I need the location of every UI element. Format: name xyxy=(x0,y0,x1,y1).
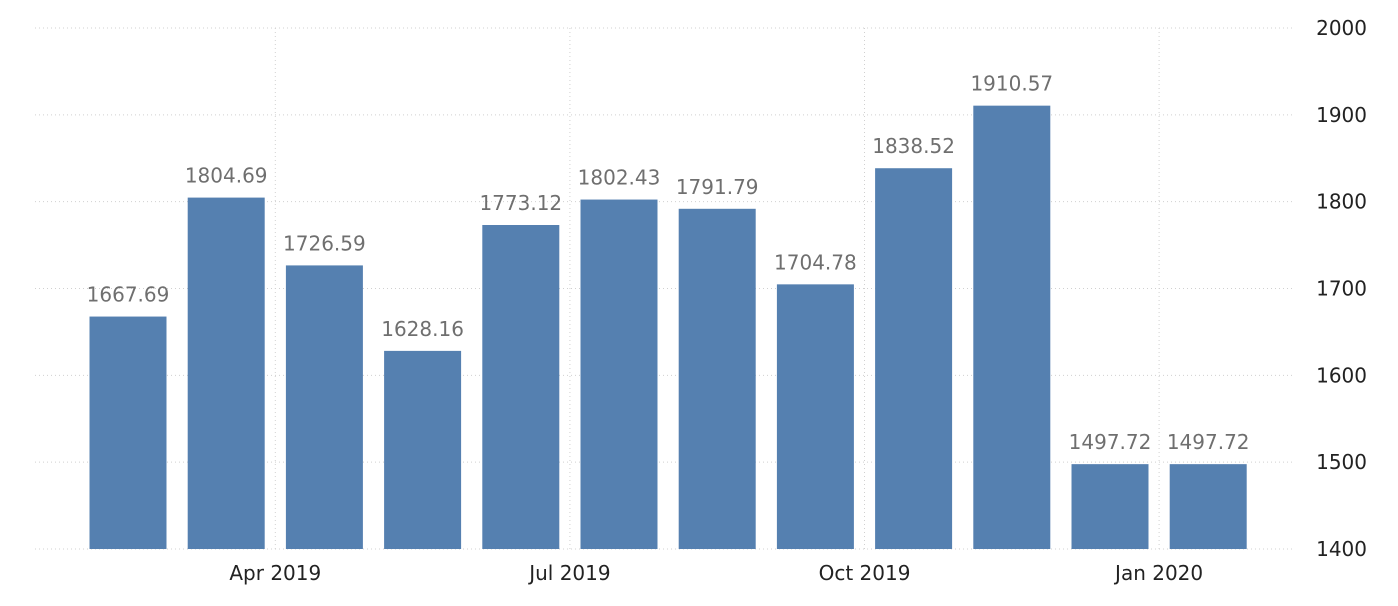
bar xyxy=(482,225,560,550)
bar xyxy=(875,168,953,550)
bar xyxy=(776,284,854,549)
y-tick-label: 2000 xyxy=(1316,16,1367,40)
y-tick-label: 1800 xyxy=(1316,190,1367,214)
bar xyxy=(384,350,462,549)
x-tick-label: Jul 2019 xyxy=(527,561,610,585)
bar xyxy=(285,265,363,549)
bars xyxy=(89,105,1247,550)
bar-value-label: 1804.69 xyxy=(185,164,268,188)
bar-value-label: 1838.52 xyxy=(872,134,955,158)
bar-value-label: 1667.69 xyxy=(87,283,170,307)
y-tick-label: 1400 xyxy=(1316,537,1367,561)
bar xyxy=(89,316,167,549)
gridlines xyxy=(35,27,1295,550)
bar-value-label: 1704.78 xyxy=(774,250,857,274)
x-tick-label: Apr 2019 xyxy=(229,561,321,585)
y-tick-label: 1900 xyxy=(1316,103,1367,127)
bar xyxy=(973,105,1051,549)
bar-value-label: 1497.72 xyxy=(1167,430,1250,454)
bar xyxy=(678,208,756,549)
x-tick-label: Jan 2020 xyxy=(1113,561,1203,585)
value-labels: 1667.69 1804.69 1726.59 1628.16 1773.12 1802.… xyxy=(87,72,1250,454)
bar-value-label: 1910.57 xyxy=(970,72,1053,96)
bar xyxy=(1071,464,1149,549)
bar-value-label: 1773.12 xyxy=(479,191,562,215)
bar xyxy=(580,199,658,549)
bar-value-label: 1628.16 xyxy=(381,317,464,341)
y-axis: 1400 1500 1600 1700 1800 1900 2000 xyxy=(1316,16,1367,561)
bar-value-label: 1726.59 xyxy=(283,231,366,255)
bar-value-label: 1791.79 xyxy=(676,175,759,199)
y-tick-label: 1500 xyxy=(1316,450,1367,474)
y-tick-label: 1700 xyxy=(1316,277,1367,301)
bar xyxy=(1169,464,1247,549)
x-tick-label: Oct 2019 xyxy=(819,561,911,585)
bar-value-label: 1497.72 xyxy=(1069,430,1152,454)
bar xyxy=(187,197,265,549)
y-tick-label: 1600 xyxy=(1316,363,1367,387)
bar-value-label: 1802.43 xyxy=(578,166,661,190)
x-axis: Apr 2019 Jul 2019 Oct 2019 Jan 2020 xyxy=(229,561,1203,585)
